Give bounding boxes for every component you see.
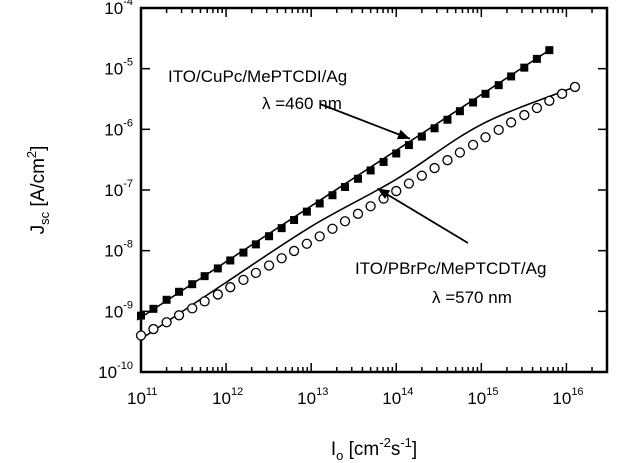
data-point-circle [148,323,159,335]
y-tick-label: 10-7 [104,178,133,200]
axis-tick-labels: 1011 1012 1013 1014 1015 1016 10-10 10-9 10-8 10-… [98,0,583,408]
data-point-square [494,81,503,90]
data-point-square [507,72,516,81]
data-point-circle [288,245,300,257]
data-point-circle [569,81,581,93]
data-point-circle [556,88,568,99]
data-point-circle [403,178,415,189]
data-point-circle [365,201,376,212]
data-point-circle [187,303,198,314]
annotation-arrow-line [376,187,469,244]
data-point-circle [454,147,466,158]
data-point-circle [135,330,147,341]
data-point-circle [339,216,351,227]
data-point-square [481,89,490,98]
data-point-square [353,174,362,183]
x-tick-label: 1014 [382,386,413,408]
data-point-circle [531,102,543,114]
x-tick-label: 1011 [127,386,157,408]
data-point-square [520,63,529,72]
y-axis-label: Jsc [A/cm2] [24,146,52,235]
data-point-square [277,224,286,233]
x-tick-label: 1013 [297,386,328,408]
data-point-square [392,149,401,158]
data-point-circle [442,155,453,166]
data-point-square [175,287,184,296]
data-point-square [200,272,209,281]
annotation-series-1-label: ITO/CuPc/MePTCDI/Ag [168,67,347,86]
y-tick-label: 10-10 [98,360,133,382]
data-point-circle [391,185,402,197]
data-point-circle [493,124,504,136]
data-point-circle [429,162,440,174]
data-point-circle [352,208,364,219]
data-point-circle [467,139,479,150]
data-point-square [188,280,197,289]
x-tick-label: 1015 [467,386,498,408]
data-point-square [226,256,235,265]
data-point-circle [263,260,275,271]
x-tick-label: 1016 [552,386,583,408]
data-point-circle [161,317,172,328]
data-point-square [239,248,248,257]
data-point-circle [212,289,223,300]
y-tick-label: 10-6 [104,117,133,139]
y-tick-label: 10-5 [104,57,133,79]
annotations: ITO/CuPc/MePTCDI/Ag λ =460 nm ITO/PBrPc/Me… [168,67,546,307]
data-point-circle [199,296,210,307]
data-point-square [251,240,260,249]
data-point-circle [173,310,185,321]
data-point-square [341,183,350,192]
data-point-square [379,157,388,166]
x-tick-label: 1012 [212,386,243,408]
data-point-square [430,124,439,133]
data-point-square [302,207,311,216]
data-point-square [213,264,222,273]
fit-line-series-2 [140,86,576,340]
data-point-circle [238,274,249,286]
data-point-square [162,295,171,304]
data-point-circle [314,231,325,242]
annotation-series-2-label: ITO/PBrPc/MePTCDT/Ag [355,259,546,278]
x-axis-label: Io [cm-2s-1] [331,435,417,463]
data-point-circle [301,238,313,249]
axis-ticks [140,7,608,373]
data-point-circle [519,109,530,121]
data-point-circle [276,253,287,264]
data-point-circle [225,282,236,293]
data-point-square [443,115,452,124]
y-tick-label: 10-4 [104,0,133,18]
data-point-square [265,232,274,241]
data-point-square [455,107,464,116]
data-point-square [469,98,478,107]
data-point-square [532,54,541,63]
data-point-square [404,141,413,150]
data-point-square [366,166,375,175]
y-tick-label: 10-8 [104,239,133,261]
data-point-circle [250,267,262,279]
data-point-circle [544,95,555,106]
data-point-square [315,199,324,208]
annotation-series-1-wavelength: λ =460 nm [262,94,342,113]
annotation-arrow-head [396,129,410,140]
data-point-square [545,46,554,55]
data-point-square [290,216,299,225]
annotation-arrow-head [377,188,391,199]
y-tick-label: 10-9 [104,299,133,321]
data-points [135,46,581,341]
data-point-square [417,132,426,141]
data-point-circle [327,223,338,234]
annotation-arrow-line [319,103,411,140]
annotation-series-2-wavelength: λ =570 nm [432,288,512,307]
data-point-square [149,304,158,313]
data-point-circle [480,132,491,143]
data-point-circle [416,170,428,181]
data-point-circle [505,117,517,128]
data-point-square [328,191,337,200]
data-point-square [137,311,145,320]
